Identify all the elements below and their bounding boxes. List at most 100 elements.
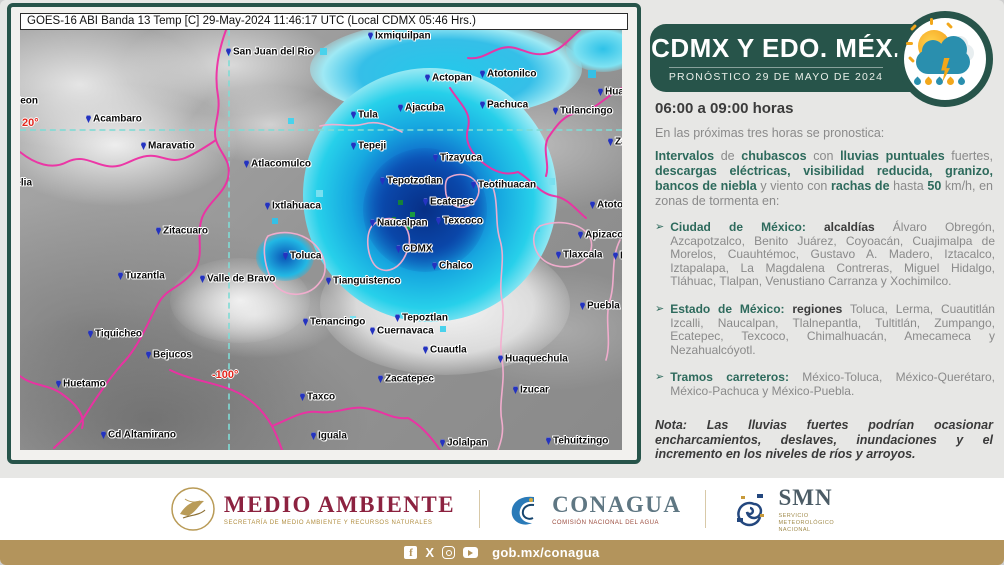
- city-name: Cd Altamirano: [108, 429, 176, 441]
- text-segment: chubascos: [741, 149, 807, 163]
- city-label: Chalco: [432, 261, 472, 272]
- map-pin-icon: [311, 432, 316, 440]
- banner-subtitle: PRONÓSTICO 29 DE MAYO DE 2024: [668, 67, 884, 83]
- text-segment: de: [714, 149, 742, 163]
- smn-title: SMN: [778, 484, 833, 510]
- city-label: Zacatlan: [608, 137, 622, 148]
- city-label: Atlacomulco: [244, 159, 311, 170]
- storm-pixel: [548, 178, 555, 185]
- instagram-icon[interactable]: [442, 546, 456, 559]
- medio-ambiente-logo: MEDIO AMBIENTE SECRETARÍA DE MEDIO AMBIE…: [170, 486, 455, 532]
- map-pin-icon: [300, 393, 305, 401]
- city-label: Texcoco: [436, 216, 483, 227]
- city-label: Huamantla: [613, 251, 622, 262]
- gob-mx-link[interactable]: gob.mx/conagua: [492, 545, 600, 560]
- city-label: Actopan: [425, 73, 472, 84]
- city-label: Tiquicheo: [88, 329, 142, 340]
- map-pin-icon: [590, 201, 595, 209]
- city-name: Atlacomulco: [251, 158, 312, 170]
- bullet-arrow-icon: ➢: [655, 371, 665, 384]
- latitude-gridline-20N: [20, 129, 622, 131]
- city-label: Toluca: [283, 251, 321, 262]
- city-label: Tenancingo: [303, 317, 365, 328]
- forecast-paragraph: Intervalos de chubascos con lluvias punt…: [655, 149, 993, 209]
- city-name: Ajacuba: [405, 102, 444, 114]
- map-pin-icon: [368, 32, 373, 40]
- city-label: Cuautla: [423, 345, 467, 356]
- map-pin-icon: [326, 277, 331, 285]
- city-label: Maravatio: [141, 141, 195, 152]
- text-segment: rachas de: [831, 179, 890, 193]
- city-name: Huauchinango: [605, 86, 622, 98]
- banner-title: CDMX Y EDO. MÉX.: [651, 33, 901, 63]
- city-name: Toluca: [290, 250, 322, 262]
- map-pin-icon: [425, 74, 430, 82]
- map-pin-icon: [546, 437, 551, 445]
- map-pin-icon: [244, 160, 249, 168]
- city-label: Jolalpan: [440, 438, 488, 449]
- storm-pixel: [588, 70, 596, 78]
- text-segment: México-Toluca, México-Querétaro, México-…: [670, 370, 995, 398]
- map-pin-icon: [395, 314, 400, 322]
- city-name: Atotonilco: [487, 68, 537, 80]
- bullet-text: Estado de México: regiones Toluca, Lerma…: [670, 302, 995, 357]
- text-segment: hasta: [889, 179, 928, 193]
- city-name: Tlaxcala: [563, 249, 603, 261]
- raindrop-icon: [956, 76, 967, 87]
- bullet-text: Ciudad de México: alcaldías Álvaro Obreg…: [670, 220, 995, 289]
- city-label: Tulancingo: [553, 106, 613, 117]
- city-name: Cuautla: [430, 344, 467, 356]
- facebook-icon[interactable]: f: [404, 546, 418, 559]
- map-pin-icon: [118, 272, 123, 280]
- text-segment: alcaldías: [823, 220, 875, 234]
- map-pin-icon: [351, 111, 356, 119]
- city-label: Atotonilco: [590, 200, 622, 211]
- map-pin-icon: [378, 375, 383, 383]
- social-bar: f X gob.mx/conagua: [0, 540, 1004, 565]
- city-name: Zitacuaro: [163, 225, 209, 237]
- city-label: Teotihuacan: [471, 180, 536, 191]
- map-pin-icon: [498, 355, 503, 363]
- eagle-seal-icon: [171, 487, 215, 531]
- map-pin-icon: [613, 252, 618, 260]
- medio-ambiente-title: MEDIO AMBIENTE: [223, 492, 456, 517]
- city-name: Tulancingo: [560, 105, 613, 117]
- text-segment: y viento con: [756, 179, 831, 193]
- map-pin-icon: [480, 70, 485, 78]
- text-segment: fuertes,: [944, 149, 993, 163]
- city-name: Tepotzotlan: [387, 175, 443, 187]
- city-name: Tehuitzingo: [553, 435, 609, 447]
- city-name: Tula: [358, 109, 378, 121]
- map-pin-icon: [432, 262, 437, 270]
- youtube-icon[interactable]: [463, 547, 479, 558]
- text-segment: km/h, en zonas de tormenta en:: [655, 179, 993, 208]
- state-boundaries: [20, 30, 622, 450]
- city-name: Tepoztlan: [402, 312, 448, 324]
- weather-badge: [897, 11, 993, 107]
- map-pin-icon: [370, 327, 375, 335]
- map-pin-icon: [226, 48, 231, 56]
- city-name: Puebla: [587, 300, 620, 312]
- city-label: Zitacuaro: [156, 226, 208, 237]
- conagua-logo: CONAGUA COMISIÓN NACIONAL DEL AGUA: [504, 489, 681, 529]
- city-name: Pachuca: [487, 99, 529, 111]
- city-name: Apizaco: [585, 229, 622, 241]
- city-name: San Juan del Rio: [233, 46, 314, 58]
- storm-pixel: [440, 326, 446, 332]
- forecast-time-range: 06:00 a 09:00 horas: [655, 100, 794, 117]
- forecast-bullet: ➢ Tramos carreteros: México-Toluca, Méxic…: [655, 371, 995, 398]
- footer-divider: [479, 490, 481, 528]
- bullet-list: ➢ Ciudad de México: alcaldías Álvaro Obre…: [655, 220, 995, 413]
- x-icon[interactable]: X: [425, 545, 435, 560]
- footer-logos: MEDIO AMBIENTE SECRETARÍA DE MEDIO AMBIE…: [0, 478, 1004, 540]
- map-pin-icon: [608, 138, 613, 146]
- city-label: Tizayuca: [433, 153, 482, 164]
- smn-subtitle-line: NACIONAL: [778, 526, 811, 533]
- city-label: Zacatepec: [378, 374, 434, 385]
- city-label: Huaquechula: [498, 354, 568, 365]
- map-pin-icon: [553, 107, 558, 115]
- city-label: Acambaro: [86, 114, 142, 125]
- map-pin-icon: [146, 351, 151, 359]
- city-name: Cuernavaca: [377, 325, 434, 337]
- city-name: Tiquicheo: [95, 328, 143, 340]
